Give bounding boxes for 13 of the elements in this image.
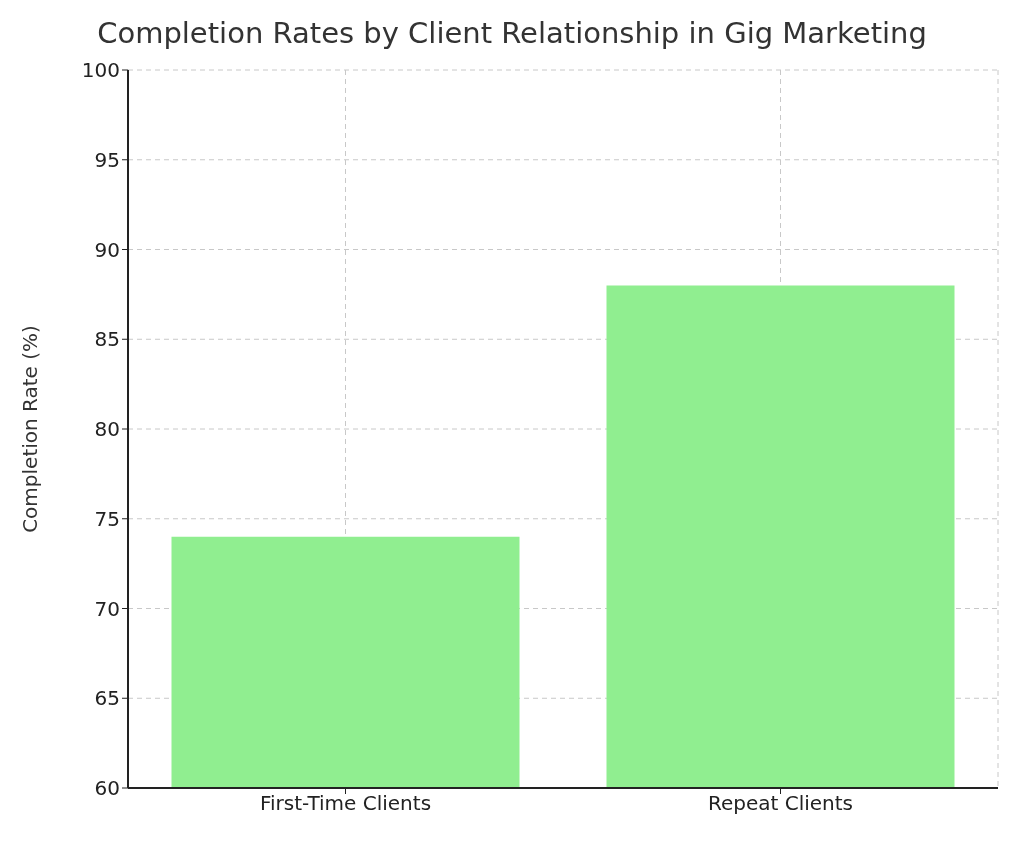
y-tick-label: 75 (94, 506, 120, 531)
y-tick-label: 70 (94, 596, 120, 621)
x-tick-label: Repeat Clients (707, 791, 854, 816)
chart-title: Completion Rates by Client Relationship in Gig Marketing (96, 15, 928, 52)
y-tick-label: 100 (81, 58, 120, 83)
y-axis-title: Completion Rate (%) (18, 325, 43, 533)
y-tick-label: 65 (94, 686, 120, 711)
y-tick-label: 95 (94, 147, 120, 172)
y-tick-label: 80 (94, 417, 120, 442)
y-tick-label: 90 (94, 237, 120, 262)
y-tick-label: 60 (94, 776, 120, 801)
y-tick-label: 85 (94, 327, 120, 352)
x-tick-label: First-Time Clients (259, 791, 432, 816)
